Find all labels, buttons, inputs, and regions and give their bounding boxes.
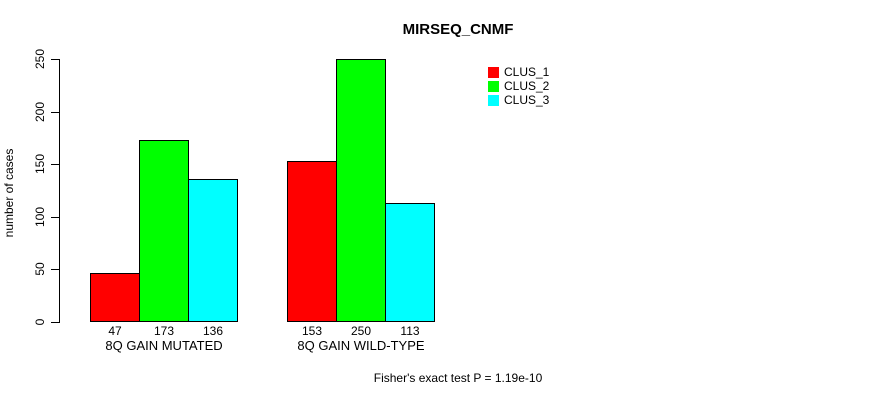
bar-clus-3 xyxy=(188,179,238,322)
chart-title: MIRSEQ_CNMF xyxy=(402,21,514,38)
legend-swatch-icon xyxy=(488,80,499,92)
y-axis-tick xyxy=(51,164,59,165)
y-axis-tick xyxy=(51,269,59,270)
y-axis-tick-label: 200 xyxy=(33,101,47,123)
x-category-label: 8Q GAIN MUTATED xyxy=(105,338,223,353)
legend-label: CLUS_2 xyxy=(504,79,550,93)
bar-clus-2 xyxy=(336,59,386,322)
bar-clus-3 xyxy=(385,203,435,322)
y-axis-tick-label: 50 xyxy=(33,262,47,276)
bar-clus-1 xyxy=(90,273,140,322)
legend-item: CLUS_2 xyxy=(488,79,549,93)
x-category-label: 8Q GAIN WILD-TYPE xyxy=(297,338,425,353)
bar-value-label: 250 xyxy=(350,324,372,338)
y-axis-tick-label: 250 xyxy=(33,48,47,70)
bar-value-label: 47 xyxy=(108,324,122,338)
y-axis-tick xyxy=(51,217,59,218)
y-axis-line xyxy=(59,59,60,323)
y-axis-tick-label: 100 xyxy=(33,206,47,228)
legend-label: CLUS_3 xyxy=(504,93,550,107)
bar-value-label: 173 xyxy=(153,324,175,338)
legend-item: CLUS_1 xyxy=(488,65,549,79)
legend: CLUS_1 CLUS_2 CLUS_3 xyxy=(488,65,549,107)
bar-value-label: 136 xyxy=(202,324,224,338)
bar-clus-2 xyxy=(139,140,189,322)
legend-swatch-icon xyxy=(488,66,499,78)
bar-clus-1 xyxy=(287,161,337,322)
y-axis-tick xyxy=(51,322,59,323)
bar-value-label: 153 xyxy=(301,324,323,338)
y-axis-tick-label: 150 xyxy=(33,153,47,175)
fisher-test-annotation: Fisher's exact test P = 1.19e-10 xyxy=(373,371,543,385)
bar-value-label: 113 xyxy=(400,324,420,338)
legend-swatch-icon xyxy=(488,94,499,106)
y-axis-tick xyxy=(51,59,59,60)
legend-label: CLUS_1 xyxy=(504,65,550,79)
y-axis-tick xyxy=(51,112,59,113)
y-axis-tick-label: 0 xyxy=(33,318,47,326)
legend-item: CLUS_3 xyxy=(488,93,549,107)
